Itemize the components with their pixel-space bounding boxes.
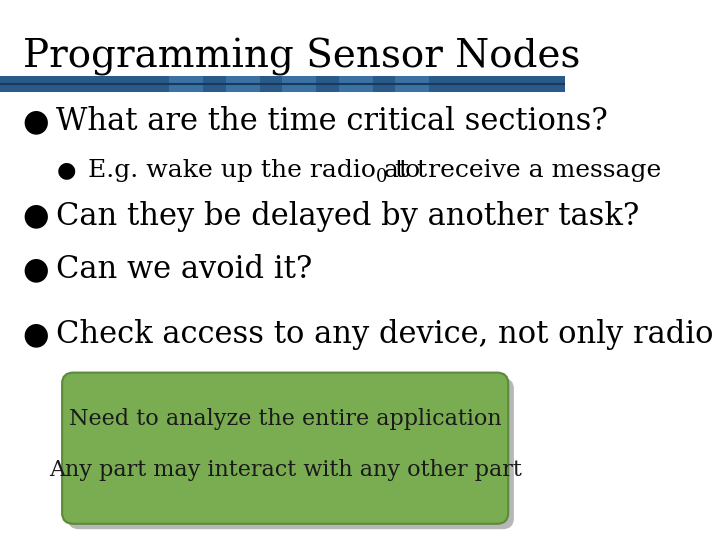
FancyBboxPatch shape — [0, 76, 564, 92]
Text: ●: ● — [22, 255, 49, 285]
Text: ●: ● — [56, 160, 76, 180]
Text: What are the time critical sections?: What are the time critical sections? — [56, 106, 608, 137]
FancyBboxPatch shape — [226, 76, 260, 92]
Text: Programming Sensor Nodes: Programming Sensor Nodes — [22, 38, 580, 76]
FancyBboxPatch shape — [339, 76, 373, 92]
Text: to receive a message: to receive a message — [387, 159, 661, 181]
Text: ●: ● — [22, 201, 49, 231]
FancyBboxPatch shape — [68, 378, 514, 529]
FancyBboxPatch shape — [395, 76, 429, 92]
Text: ●: ● — [22, 107, 49, 136]
FancyBboxPatch shape — [62, 373, 508, 524]
Text: Check access to any device, not only radio: Check access to any device, not only rad… — [56, 319, 714, 350]
Text: Can they be delayed by another task?: Can they be delayed by another task? — [56, 200, 640, 232]
Text: 0: 0 — [376, 167, 387, 186]
FancyBboxPatch shape — [282, 76, 316, 92]
FancyBboxPatch shape — [169, 76, 203, 92]
Text: Can we avoid it?: Can we avoid it? — [56, 254, 312, 286]
Text: E.g. wake up the radio at t: E.g. wake up the radio at t — [88, 159, 427, 181]
Text: ●: ● — [22, 320, 49, 349]
Text: Any part may interact with any other part: Any part may interact with any other par… — [49, 459, 521, 481]
Text: Need to analyze the entire application: Need to analyze the entire application — [69, 408, 502, 429]
